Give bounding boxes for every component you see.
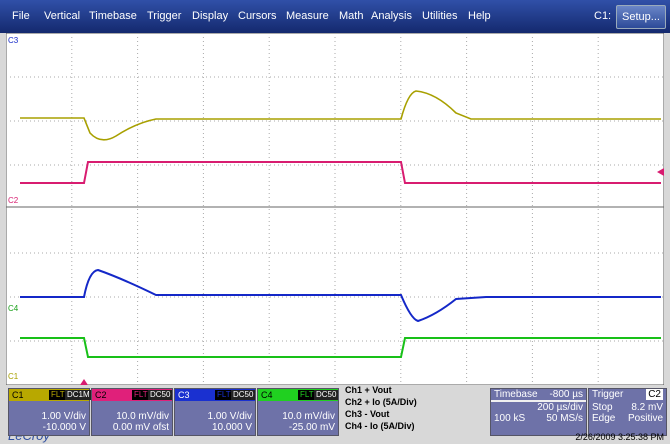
menu-item[interactable]: Measure [286,10,329,22]
legend-entry: Ch2 + Io (5A/Div) [345,397,417,407]
time-scale: 200 µs/div [537,402,583,413]
samples: 100 kS [494,413,526,424]
menu-item[interactable]: Help [468,10,491,22]
menu-item[interactable]: File [12,10,30,22]
timestamp: 2/26/2009 3:25:38 PM [575,432,664,442]
menu-bar: File Vertical Timebase Trigger Display Cursor… [0,0,670,33]
vertical-offset: -10.000 V [42,422,86,433]
menu-item[interactable]: Vertical [44,10,81,22]
channel-header: C1 FLT DC1M [9,389,92,401]
channel-header: C4 FLT DC50 [258,389,339,401]
vertical-scale: 1.00 V/div [207,411,252,422]
legend-entry: Ch4 - Io (5A/Div) [345,421,415,431]
legend-entry: Ch3 - Vout [345,409,390,419]
channel-name: C2 [95,390,107,400]
menu-item[interactable]: Cursors [238,10,277,22]
trigger-source: C2 [646,389,663,400]
filter-badge: FLT [49,390,67,400]
waveform-display: C3 C2 C4 C1 [6,33,664,385]
vertical-scale: 10.0 mV/div [116,411,169,422]
vertical-offset: 10.000 V [211,422,252,433]
trace-label: C1 [8,372,19,381]
timebase-panel[interactable]: Timebase -800 µs 200 µs/div 100 kS 50 MS/s [490,388,587,436]
panel-title: Timebase [494,389,538,400]
trace-c2 [20,161,661,184]
trigger-mode: Stop [592,402,613,413]
trace-label: C3 [8,36,19,45]
trigger-level-marker [657,168,664,176]
filter-badge: FLT [298,390,316,400]
trigger-slope: Positive [627,413,663,424]
coupling-badge: DC50 [231,390,256,400]
trigger-time-marker [80,379,88,385]
menu-item[interactable]: Timebase [89,10,137,22]
channel-name: C1 [12,390,24,400]
channel-box[interactable]: C3 FLT DC50 1.00 V/div 10.000 V [174,388,256,436]
delay: -800 µs [549,389,583,400]
channel-box[interactable]: C1 FLT DC1M 1.00 V/div -10.000 V [8,388,92,436]
trigger-level: 8.2 mV [631,402,663,413]
coupling-badge: DC1M [65,390,92,400]
trace-label: C2 [8,196,19,205]
trigger-panel[interactable]: Trigger C2 Stop 8.2 mV Edge Positive [588,388,667,436]
channel-header: C2 FLT DC50 [92,389,173,401]
channel-name: C4 [261,390,273,400]
trace-c3 [20,268,661,323]
channel-header: C3 FLT DC50 [175,389,256,401]
vertical-offset: -25.00 mV [288,422,335,433]
vertical-offset: 0.00 mV ofst [112,422,169,433]
menu-item[interactable]: Analysis [371,10,412,22]
menu-item[interactable]: Display [192,10,229,22]
channel-box[interactable]: C4 FLT DC50 10.0 mV/div -25.00 mV [257,388,339,436]
coupling-badge: DC50 [148,390,173,400]
trace-label: C4 [8,304,19,313]
trace-c1 [20,90,661,141]
coupling-badge: DC50 [314,390,339,400]
channel-box[interactable]: C2 FLT DC50 10.0 mV/div 0.00 mV ofst [91,388,173,436]
vertical-scale: 10.0 mV/div [282,411,335,422]
setup-button[interactable]: Setup... [616,5,666,29]
panel-title: Trigger [592,389,624,400]
filter-badge: FLT [215,390,233,400]
filter-badge: FLT [132,390,150,400]
menu-item[interactable]: Trigger [147,10,182,22]
trigger-type: Edge [592,413,616,424]
vertical-scale: 1.00 V/div [41,411,86,422]
active-channel: C1: [594,10,612,22]
sample-rate: 50 MS/s [546,413,583,424]
trace-c4 [20,337,661,358]
legend-entry: Ch1 + Vout [345,385,392,395]
menu-item[interactable]: Utilities [422,10,458,22]
channel-name: C3 [178,390,190,400]
menu-item[interactable]: Math [339,10,364,22]
